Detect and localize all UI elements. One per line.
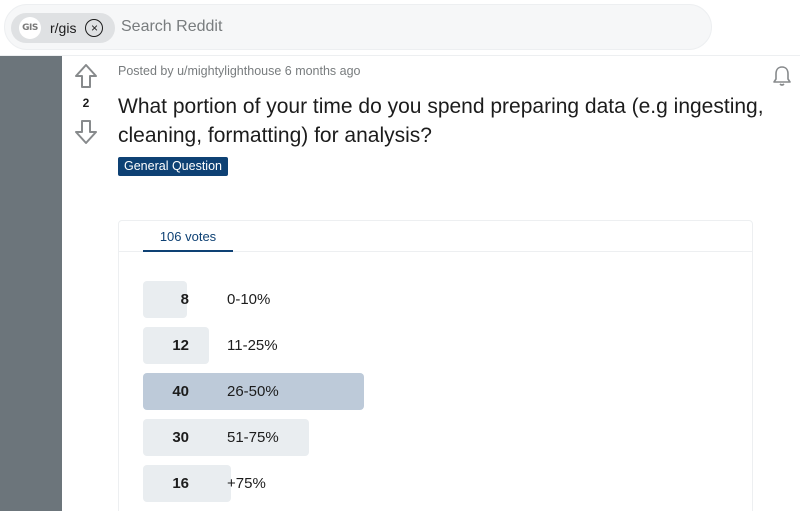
top-header: GIS r/gis × — [0, 0, 800, 56]
poll-option-bar — [143, 281, 187, 318]
poll-option-bar — [143, 419, 309, 456]
search-bar[interactable]: GIS r/gis × — [4, 4, 712, 50]
left-background-strip — [0, 56, 62, 511]
post-flair[interactable]: General Question — [118, 157, 228, 176]
poll-option-count: 8 — [180, 291, 189, 308]
poll-tabs: 106 votes — [119, 221, 752, 252]
poll-option-bar — [143, 327, 209, 364]
bell-icon[interactable] — [770, 64, 794, 88]
community-chip-label: r/gis — [50, 20, 77, 36]
poll-option-label: 26-50% — [227, 383, 279, 400]
search-input[interactable] — [121, 5, 681, 49]
poll-option-bar — [143, 373, 364, 410]
poll-option-label: 11-25% — [227, 337, 278, 354]
community-filter-chip[interactable]: GIS r/gis × — [11, 13, 115, 43]
poll-option-label: 0-10% — [227, 291, 271, 308]
poll-option-count: 30 — [172, 429, 189, 446]
poll-option-label: +75% — [227, 475, 266, 492]
poll-option-count: 16 — [172, 475, 189, 492]
poll-option-label: 51-75% — [227, 429, 279, 446]
poll-option-count: 40 — [172, 383, 189, 400]
arrow-down-icon[interactable] — [72, 118, 100, 146]
poll-card: 106 votes 8 0-10% 12 11-25% 40 26-50% 30 51-75%… — [118, 220, 753, 511]
close-icon[interactable]: × — [85, 19, 104, 37]
tab-votes[interactable]: 106 votes — [143, 221, 233, 252]
post-title[interactable]: What portion of your time do you spend p… — [118, 95, 764, 147]
arrow-up-icon[interactable] — [72, 62, 100, 90]
poll-option-bar — [143, 465, 231, 502]
vote-count: 2 — [82, 96, 90, 110]
post-meta[interactable]: Posted by u/mightylighthouse 6 months ag… — [118, 64, 361, 78]
community-logo-icon: GIS — [19, 17, 41, 39]
poll-option-count: 12 — [172, 337, 189, 354]
